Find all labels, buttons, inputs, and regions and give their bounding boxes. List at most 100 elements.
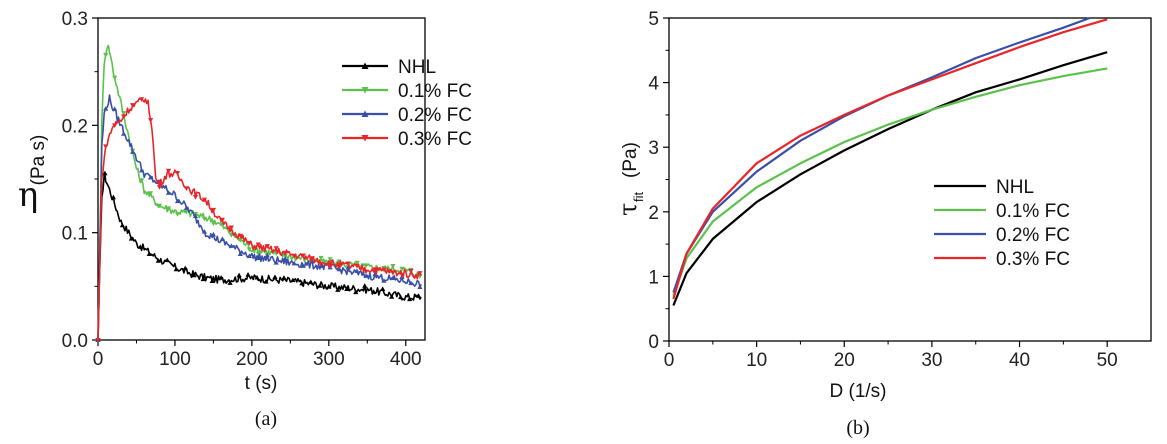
caption-b: (b)	[846, 417, 869, 439]
series-marker	[209, 278, 215, 284]
series-marker	[174, 171, 181, 176]
series-marker	[309, 256, 315, 261]
series-marker	[103, 106, 109, 111]
x-tick-label: 200	[236, 349, 268, 370]
series-marker	[121, 114, 127, 120]
series-group-b	[672, 16, 1108, 306]
x-tick-label: 400	[390, 349, 422, 370]
series-marker	[299, 280, 305, 286]
series-line-4	[97, 98, 422, 341]
series-marker	[291, 253, 297, 259]
y-tick-label: 2	[648, 203, 659, 224]
series-marker	[103, 52, 109, 58]
series-marker	[354, 260, 360, 266]
legend-label: NHL	[996, 177, 1034, 198]
series-marker	[192, 195, 199, 200]
series-marker	[183, 209, 190, 215]
x-tick-label: 300	[313, 349, 345, 370]
series-marker	[363, 273, 369, 278]
series-marker	[201, 229, 208, 234]
series-marker	[103, 144, 109, 150]
series-line-2	[672, 67, 1108, 297]
series-marker	[246, 253, 252, 258]
series-marker	[399, 272, 405, 278]
series-marker	[155, 258, 161, 263]
legend-label: 0.2% FC	[996, 225, 1070, 246]
series-marker	[281, 275, 287, 280]
series-marker	[335, 287, 341, 292]
y-tick-label: 0.2	[62, 116, 88, 137]
series-marker	[417, 284, 423, 290]
series-marker	[327, 264, 333, 270]
series-marker	[182, 265, 188, 271]
series-marker	[417, 271, 423, 276]
series-marker	[156, 203, 163, 209]
legend-marker	[361, 62, 369, 69]
series-marker	[407, 296, 413, 302]
series-marker	[165, 168, 172, 174]
series-marker	[219, 236, 225, 242]
series-marker	[381, 267, 387, 273]
x-tick-label: 40	[1009, 350, 1030, 371]
x-axis-label-b: D (1/s)	[830, 381, 887, 402]
series-marker	[381, 278, 387, 283]
series-marker	[408, 280, 414, 286]
series-marker	[227, 280, 233, 285]
series-marker	[300, 253, 306, 259]
series-line-1	[672, 51, 1108, 306]
series-marker	[228, 225, 234, 231]
y-tick-label: 0.1	[62, 224, 88, 245]
legend-label: 0.3% FC	[996, 249, 1070, 270]
series-marker	[380, 286, 386, 291]
series-marker	[399, 266, 405, 272]
legend-marker	[361, 87, 369, 94]
series-marker	[237, 251, 243, 256]
series-marker	[371, 289, 377, 294]
legend-b: NHL 0.1% FC 0.2% FC 0.3% FC	[934, 177, 1070, 270]
series-marker	[246, 247, 252, 252]
series-marker	[291, 260, 297, 266]
series-marker	[147, 191, 154, 196]
series-marker	[237, 238, 243, 243]
series-marker	[345, 261, 351, 267]
series-marker	[255, 242, 261, 248]
series-marker	[318, 262, 324, 267]
y-axis-label-b: τ fit (Pa)	[614, 142, 646, 216]
series-marker	[112, 123, 118, 129]
series-marker	[210, 221, 217, 227]
series-marker	[102, 170, 108, 176]
series-marker	[130, 103, 136, 108]
series-marker	[398, 294, 404, 300]
series-marker	[326, 283, 332, 289]
series-marker	[290, 277, 296, 283]
series-marker	[139, 178, 145, 183]
series-marker	[121, 111, 127, 116]
series-marker	[174, 198, 181, 204]
y-axis-subscript-b: fit	[631, 192, 646, 203]
series-marker	[219, 217, 225, 223]
series-marker	[318, 255, 324, 261]
series-marker	[345, 264, 351, 270]
series-marker	[273, 246, 279, 251]
x-tick-label: 10	[746, 350, 767, 371]
series-marker	[336, 264, 342, 270]
series-marker	[236, 272, 242, 278]
y-axis-symbol-b: τ	[614, 203, 642, 216]
series-group-a	[95, 44, 423, 343]
series-marker	[112, 106, 118, 111]
series-marker	[246, 241, 252, 246]
series-marker	[139, 167, 145, 173]
caption-a: (a)	[255, 408, 277, 430]
series-marker	[415, 293, 422, 298]
series-line-4	[672, 18, 1108, 300]
series-marker	[174, 212, 181, 217]
series-marker	[327, 257, 333, 262]
series-marker	[363, 263, 369, 268]
series-marker	[264, 244, 270, 249]
series-marker	[282, 256, 288, 261]
series-marker	[110, 194, 116, 200]
legend-label: 0.1% FC	[398, 81, 472, 102]
x-tick-label: 0	[664, 350, 675, 371]
series-marker	[228, 243, 234, 248]
